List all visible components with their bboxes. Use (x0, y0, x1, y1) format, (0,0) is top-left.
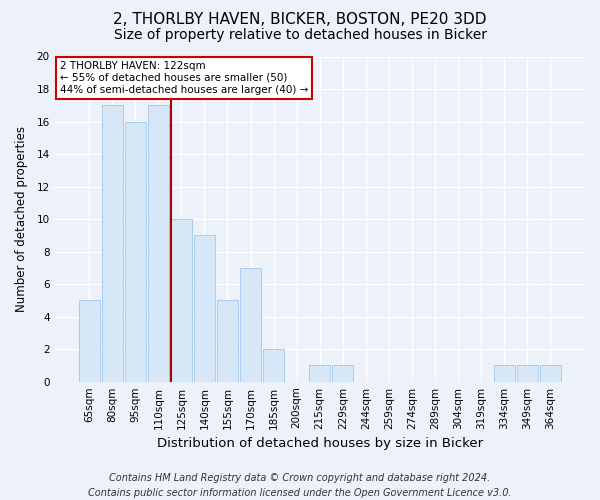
X-axis label: Distribution of detached houses by size in Bicker: Distribution of detached houses by size … (157, 437, 483, 450)
Bar (240, 268, 261, 382)
Text: 2, THORLBY HAVEN, BICKER, BOSTON, PE20 3DD: 2, THORLBY HAVEN, BICKER, BOSTON, PE20 3… (113, 12, 487, 28)
Text: Size of property relative to detached houses in Bicker: Size of property relative to detached ho… (113, 28, 487, 42)
Text: 2 THORLBY HAVEN: 122sqm
← 55% of detached houses are smaller (50)
44% of semi-de: 2 THORLBY HAVEN: 122sqm ← 55% of detache… (60, 62, 308, 94)
Bar (125, 122, 146, 382)
Bar (79, 300, 100, 382)
Bar (171, 219, 192, 382)
Bar (148, 106, 169, 382)
Bar (217, 300, 238, 382)
Bar (517, 366, 538, 382)
Bar (539, 366, 561, 382)
Bar (309, 366, 331, 382)
Bar (494, 366, 515, 382)
Y-axis label: Number of detached properties: Number of detached properties (15, 126, 28, 312)
Bar (332, 366, 353, 382)
Bar (101, 106, 123, 382)
Bar (263, 349, 284, 382)
Text: Contains HM Land Registry data © Crown copyright and database right 2024.
Contai: Contains HM Land Registry data © Crown c… (88, 472, 512, 498)
Bar (194, 236, 215, 382)
